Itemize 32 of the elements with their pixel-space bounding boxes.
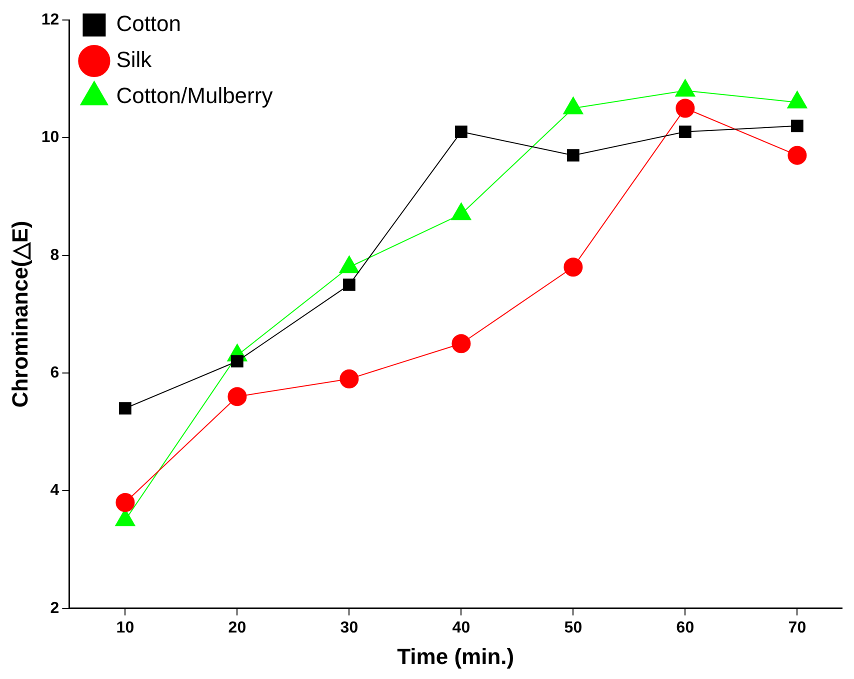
point bbox=[564, 258, 583, 277]
legend-label: Cotton/Mulberry bbox=[116, 83, 273, 108]
point bbox=[452, 334, 471, 354]
legend-label: Silk bbox=[116, 47, 153, 72]
point bbox=[567, 149, 580, 162]
y-axis-title: Chrominance(△E) bbox=[7, 220, 32, 408]
y-tick-label: 8 bbox=[50, 246, 60, 264]
point bbox=[340, 369, 359, 388]
point bbox=[119, 402, 132, 414]
y-tick-label: 2 bbox=[50, 600, 60, 617]
x-tick-label: 40 bbox=[452, 619, 470, 636]
y-tick-label: 10 bbox=[41, 129, 60, 146]
x-tick-label: 50 bbox=[564, 619, 582, 636]
y-tick-label: 12 bbox=[41, 11, 60, 28]
x-tick-label: 60 bbox=[676, 619, 694, 636]
point bbox=[228, 387, 247, 406]
y-tick-label: 4 bbox=[50, 482, 60, 500]
point bbox=[343, 278, 356, 291]
x-tick-label: 10 bbox=[116, 619, 134, 636]
point bbox=[455, 126, 468, 138]
point bbox=[231, 355, 244, 368]
legend-label: Cotton bbox=[116, 11, 182, 36]
point bbox=[676, 98, 695, 118]
x-tick-label: 20 bbox=[228, 619, 246, 636]
point bbox=[788, 146, 807, 165]
y-tick-label: 6 bbox=[50, 364, 60, 382]
point bbox=[791, 120, 804, 132]
x-tick-label: 70 bbox=[788, 619, 806, 636]
x-axis-title: Time (min.) bbox=[397, 644, 514, 669]
point bbox=[116, 492, 135, 512]
x-tick-label: 30 bbox=[340, 619, 358, 636]
point bbox=[679, 126, 692, 138]
